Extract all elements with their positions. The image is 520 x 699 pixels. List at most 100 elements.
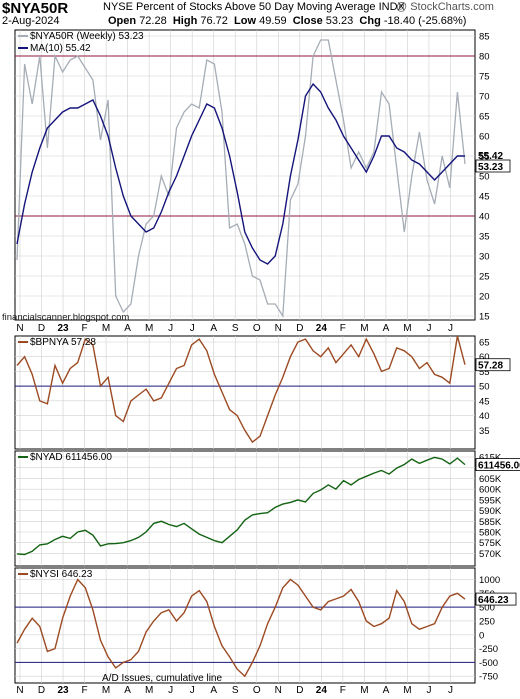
- high-label: High: [172, 15, 198, 27]
- x-tick-label: A: [210, 685, 217, 696]
- y-tick-label: -250: [479, 644, 498, 655]
- y-tick-label: -500: [479, 658, 498, 669]
- x-tick-label: 23: [57, 685, 69, 696]
- y-tick-label: 45: [479, 396, 490, 407]
- y-tick-label: 30: [479, 252, 490, 263]
- x-tick-label: F: [340, 323, 346, 334]
- x-tick-label: O: [253, 685, 261, 696]
- close-label: Close: [292, 15, 323, 27]
- chart-date: 2-Aug-2024: [2, 15, 60, 27]
- ohlc-readout: Open 72.28 High 76.72 Low 49.59 Close 53…: [108, 15, 466, 27]
- x-tick-label: J: [426, 685, 431, 696]
- y-tick-label: 25: [479, 272, 490, 283]
- x-tick-label: J: [190, 323, 195, 334]
- legend-label: $BPNYA 57.28: [30, 337, 96, 348]
- y-tick-label: 55: [479, 367, 490, 378]
- y-tick-label: 65: [479, 112, 490, 123]
- series-line: [16, 82, 465, 265]
- x-tick-label: 24: [316, 323, 328, 334]
- y-tick-label: 600K: [479, 485, 502, 496]
- y-tick-label: 40: [479, 212, 490, 223]
- legend-label: $NYAD 611456.00: [30, 452, 112, 463]
- legend-label: MA(10) 55.42: [30, 43, 91, 54]
- y-tick-label: 15: [479, 312, 490, 323]
- y-tick-label: 615K: [479, 453, 502, 464]
- open-label: Open: [108, 15, 137, 27]
- last-value-label: 611456.00: [478, 461, 520, 472]
- x-tick-label: F: [82, 685, 88, 696]
- y-tick-label: 85: [479, 32, 490, 43]
- index-tag: INDX: [378, 1, 405, 13]
- y-tick-label: 590K: [479, 506, 502, 517]
- x-tick-label: A: [383, 323, 390, 334]
- last-value-label: 55.42: [478, 151, 503, 162]
- legend-label: $NYSI 646.23: [30, 569, 93, 580]
- x-tick-label: J: [190, 685, 195, 696]
- y-tick-label: 80: [479, 52, 490, 63]
- x-tick-label: M: [360, 685, 368, 696]
- x-tick-label: M: [403, 323, 411, 334]
- series-line: [16, 578, 466, 678]
- x-tick-label: M: [145, 685, 153, 696]
- x-tick-label: D: [38, 685, 45, 696]
- x-tick-label: N: [275, 685, 282, 696]
- x-tick-label: F: [340, 685, 346, 696]
- low-label: Low: [234, 15, 257, 27]
- x-tick-label: A: [210, 323, 217, 334]
- x-tick-label: S: [232, 685, 239, 696]
- close-value: 53.23: [325, 15, 354, 27]
- legend-label: $NYA50R (Weekly) 53.23: [30, 31, 144, 42]
- high-value: 76.72: [200, 15, 228, 27]
- series-line: [16, 39, 466, 319]
- y-tick-label: 250: [479, 616, 495, 627]
- chart-symbol: $NYA50R: [2, 0, 69, 17]
- x-tick-label: D: [296, 685, 303, 696]
- last-value-tag: [475, 358, 511, 372]
- last-value-tag: [475, 592, 517, 606]
- x-tick-label: J: [168, 323, 173, 334]
- last-value-tag: [475, 159, 511, 173]
- watermark-text: financialscanner.blogspot.com: [2, 312, 129, 323]
- x-tick-label: M: [403, 685, 411, 696]
- y-tick-label: 70: [479, 92, 490, 103]
- x-tick-label: A: [124, 685, 131, 696]
- last-value-label: 646.23: [478, 595, 509, 606]
- description-text: NYSE Percent of Stocks Above 50 Day Movi…: [103, 1, 376, 13]
- annotation-text: A/D Issues, cumulative line: [102, 673, 222, 684]
- x-tick-label: J: [426, 323, 431, 334]
- x-tick-label: D: [38, 323, 45, 334]
- chart-description: NYSE Percent of Stocks Above 50 Day Movi…: [103, 1, 405, 13]
- brand-logo[interactable]: @ StockCharts.com: [396, 1, 494, 13]
- x-tick-label: D: [296, 323, 303, 334]
- panel-frame: [14, 29, 476, 321]
- y-tick-label: 575K: [479, 538, 502, 549]
- x-tick-label: S: [232, 323, 239, 334]
- x-tick-label: J: [448, 685, 453, 696]
- y-tick-label: -750: [479, 672, 498, 683]
- y-tick-label: 20: [479, 292, 490, 303]
- x-tick-label: A: [383, 685, 390, 696]
- y-tick-label: 65: [479, 338, 490, 349]
- x-tick-label: M: [102, 323, 110, 334]
- y-tick-label: 75: [479, 72, 490, 83]
- y-tick-label: 40: [479, 411, 490, 422]
- y-tick-label: 585K: [479, 517, 502, 528]
- x-tick-label: F: [82, 323, 88, 334]
- y-tick-label: 580K: [479, 528, 502, 539]
- y-tick-label: 500: [479, 603, 495, 614]
- y-tick-label: 0: [479, 630, 484, 641]
- series-line: [16, 335, 466, 444]
- x-tick-label: M: [360, 323, 368, 334]
- x-tick-label: M: [102, 685, 110, 696]
- y-tick-label: 35: [479, 232, 490, 243]
- x-tick-label: N: [16, 323, 23, 334]
- panel-frame: [14, 450, 476, 567]
- y-tick-label: 50: [479, 382, 490, 393]
- chg-label: Chg: [359, 15, 381, 27]
- last-value-label: 53.23: [478, 162, 503, 173]
- y-tick-label: 60: [479, 352, 490, 363]
- x-tick-label: A: [124, 323, 131, 334]
- x-tick-label: N: [275, 323, 282, 334]
- x-tick-label: J: [168, 685, 173, 696]
